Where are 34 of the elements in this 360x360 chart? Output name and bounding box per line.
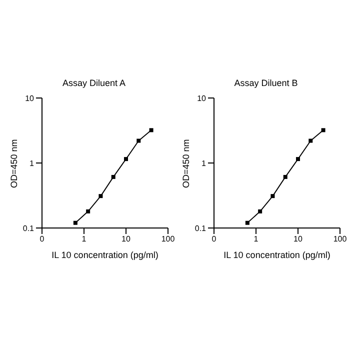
x-tick-label: 0	[212, 234, 217, 244]
x-tick-label: 1	[82, 234, 87, 244]
x-tick-label: 1	[254, 234, 259, 244]
point	[111, 174, 116, 179]
x-axis-title: IL 10 concentration (pg/ml)	[52, 250, 158, 260]
chart-title: Assay Diluent A	[61, 78, 127, 90]
point	[149, 128, 154, 132]
x-tick-label: 0	[40, 234, 45, 244]
point	[308, 138, 313, 143]
point	[124, 157, 128, 162]
y-tick-label: 0.1	[194, 224, 207, 233]
point	[321, 128, 326, 132]
point	[258, 209, 262, 214]
point	[98, 194, 103, 198]
x-tick-label: 10	[122, 234, 131, 244]
x-tick-label: 100	[333, 234, 348, 244]
y-tick-label: 1	[202, 158, 207, 168]
point	[245, 220, 250, 225]
y-axis-title: OD=450 nm	[9, 139, 20, 188]
x-axis-title: IL 10 concentration (pg/ml)	[224, 250, 330, 260]
point	[283, 174, 288, 179]
point	[86, 209, 90, 214]
point	[270, 194, 275, 198]
y-tick-label: 1	[30, 158, 35, 168]
point	[296, 157, 300, 162]
y-tick-label: 10	[25, 94, 35, 103]
y-axis-title: OD=450 nm	[181, 139, 192, 188]
y-tick-label: 10	[197, 94, 207, 103]
y-tick-label: 0.1	[22, 224, 35, 233]
x-tick-label: 100	[161, 234, 176, 244]
point	[73, 220, 78, 225]
x-tick-label: 10	[294, 234, 303, 244]
chart-title: Assay Diluent B	[233, 78, 299, 90]
point	[136, 138, 141, 143]
